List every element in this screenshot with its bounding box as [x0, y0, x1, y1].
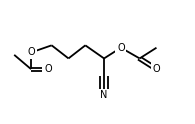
Text: O: O — [117, 43, 125, 53]
Text: O: O — [153, 64, 160, 74]
Text: O: O — [27, 47, 35, 58]
Text: N: N — [100, 90, 108, 100]
Text: O: O — [44, 64, 52, 74]
